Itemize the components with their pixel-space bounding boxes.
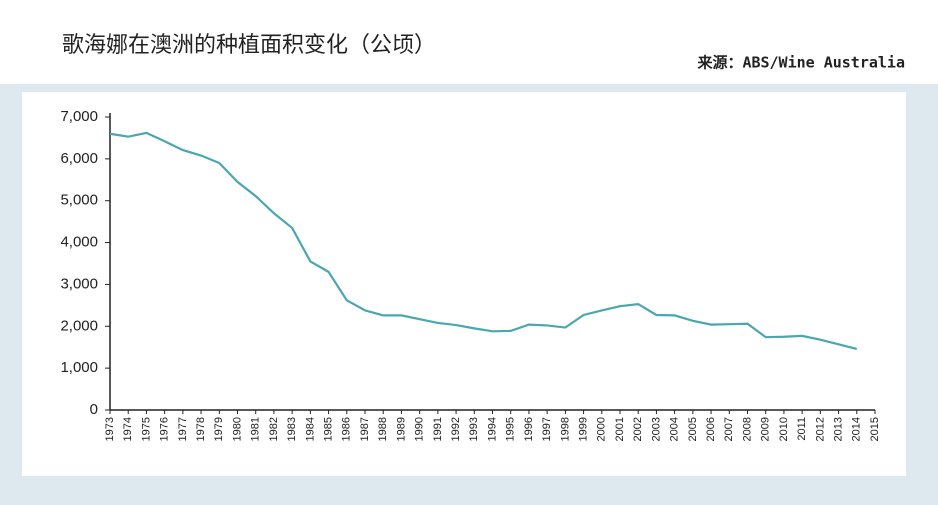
x-tick-label: 1985	[322, 417, 334, 441]
x-tick-label: 1988	[377, 417, 389, 441]
x-tick-label: 1984	[304, 417, 316, 441]
x-tick-label: 1991	[432, 417, 444, 441]
x-tick-label: 2014	[851, 417, 863, 441]
x-tick-label: 2012	[814, 417, 826, 441]
x-tick-label: 2007	[723, 417, 735, 441]
x-tick-label: 2004	[669, 417, 681, 441]
x-tick-label: 1978	[195, 417, 207, 441]
x-tick-label: 2002	[632, 417, 644, 441]
x-tick-label: 2001	[614, 417, 626, 441]
x-tick-label: 2000	[596, 417, 608, 441]
x-tick-label: 2010	[778, 417, 790, 441]
y-tick-label: 4,000	[60, 234, 98, 251]
x-tick-label: 1995	[505, 417, 517, 441]
y-tick-label: 0	[90, 401, 98, 418]
x-tick-label: 1973	[104, 417, 116, 441]
y-tick-label: 1,000	[60, 359, 98, 376]
y-tick-label: 6,000	[60, 150, 98, 167]
x-tick-label: 1999	[577, 417, 589, 441]
plot-panel	[22, 92, 906, 476]
y-tick-label: 5,000	[60, 192, 98, 209]
chart-title: 歌海娜在澳洲的种植面积变化（公顷）	[62, 33, 436, 58]
x-tick-label: 1997	[541, 417, 553, 441]
y-tick-label: 2,000	[60, 317, 98, 334]
x-tick-label: 2015	[869, 417, 881, 441]
x-tick-label: 1974	[122, 417, 134, 441]
x-tick-label: 1993	[468, 417, 480, 441]
x-tick-label: 2009	[760, 417, 772, 441]
x-tick-label: 1996	[523, 417, 535, 441]
y-tick-label: 7,000	[60, 108, 98, 125]
x-tick-label: 2005	[687, 417, 699, 441]
x-tick-label: 1990	[414, 417, 426, 441]
x-tick-label: 1976	[159, 417, 171, 441]
x-tick-label: 1992	[450, 417, 462, 441]
x-tick-label: 1982	[268, 417, 280, 441]
x-tick-label: 2008	[741, 417, 753, 441]
x-tick-label: 1980	[231, 417, 243, 441]
chart-subtitle: 来源：ABS/Wine Australia	[696, 54, 905, 72]
x-tick-label: 2013	[832, 417, 844, 441]
x-tick-label: 1977	[177, 417, 189, 441]
x-tick-label: 1998	[559, 417, 571, 441]
x-tick-label: 2011	[796, 417, 808, 441]
x-tick-label: 1983	[286, 417, 298, 441]
x-tick-label: 1987	[359, 417, 371, 441]
x-tick-label: 2006	[705, 417, 717, 441]
data-line	[109, 131, 858, 350]
x-tick-label: 1975	[140, 417, 152, 441]
x-tick-label: 2003	[650, 417, 662, 441]
x-tick-label: 1981	[250, 417, 262, 441]
x-tick-label: 1986	[341, 417, 353, 441]
x-tick-label: 1989	[395, 417, 407, 441]
x-tick-label: 1979	[213, 417, 225, 441]
x-tick-label: 1994	[486, 417, 498, 441]
y-tick-label: 3,000	[60, 275, 98, 292]
header-panel	[0, 0, 938, 84]
